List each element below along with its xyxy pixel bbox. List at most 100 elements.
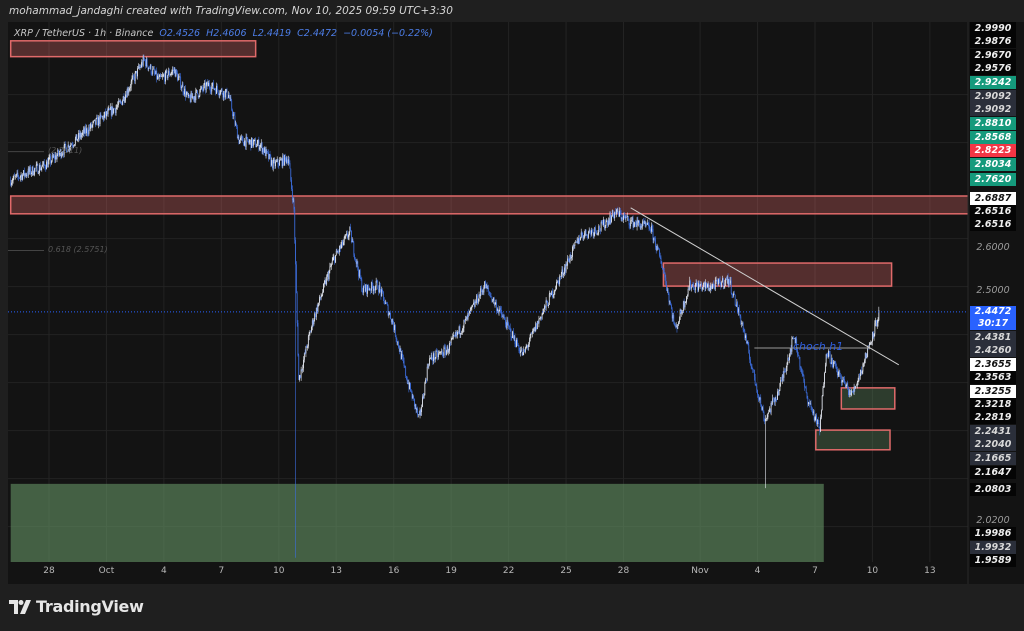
candle-body xyxy=(773,398,774,399)
candle-body xyxy=(15,175,16,177)
candle-body xyxy=(822,387,824,397)
candle-body xyxy=(561,269,563,275)
candle-body xyxy=(275,161,277,167)
candle-body xyxy=(745,335,746,338)
time-tick-label: Nov xyxy=(691,566,709,576)
candle-body xyxy=(244,140,245,146)
candle-body xyxy=(591,230,593,231)
candle-body xyxy=(110,106,111,110)
candle-body xyxy=(681,312,683,314)
candle-body xyxy=(307,336,309,347)
demand-zone xyxy=(10,483,824,562)
candle-body xyxy=(212,82,213,87)
candle-body xyxy=(133,76,135,82)
candle-body xyxy=(829,353,831,363)
candle-body xyxy=(430,358,431,359)
candle-body xyxy=(582,234,584,239)
candle-body xyxy=(345,234,347,237)
candle-body xyxy=(95,118,97,125)
candle-body xyxy=(779,383,781,391)
candle-body xyxy=(189,94,190,98)
candle-body xyxy=(46,161,48,170)
demand-outlined-zone xyxy=(840,387,896,410)
candle-body xyxy=(57,150,59,156)
candle-body xyxy=(603,219,604,226)
candle-body xyxy=(840,375,841,377)
candle-body xyxy=(543,308,545,313)
price-tag-value: 2.6887 xyxy=(974,193,1012,204)
candle-body xyxy=(512,331,514,339)
candle-body xyxy=(783,371,785,378)
candle-body xyxy=(132,75,134,79)
candle-body xyxy=(109,108,111,110)
tradingview-logo[interactable]: TradingView xyxy=(9,597,144,616)
candle-body xyxy=(830,362,832,364)
candle-body xyxy=(535,323,537,332)
candle-body xyxy=(391,319,393,323)
candle-body xyxy=(639,224,641,230)
candle-body xyxy=(655,247,657,251)
candle-body xyxy=(202,89,204,91)
candle-body xyxy=(35,168,36,169)
candle-body xyxy=(645,223,647,225)
time-tick-label: 25 xyxy=(560,566,572,576)
candle-body xyxy=(65,144,67,148)
candle-body xyxy=(870,342,872,344)
candle-body xyxy=(592,230,594,236)
candle-body xyxy=(390,313,391,319)
candle-body xyxy=(594,227,596,233)
candle-body xyxy=(146,59,148,66)
candle-body xyxy=(354,254,356,259)
price-tag-value: 2.3563 xyxy=(974,372,1012,383)
candle-body xyxy=(15,174,17,176)
candle-body xyxy=(74,138,76,145)
candle-body xyxy=(508,326,510,328)
candle-body xyxy=(169,74,171,76)
candle-body xyxy=(727,276,729,285)
candle-body xyxy=(195,90,197,101)
candle-body xyxy=(92,122,94,126)
candle-body xyxy=(375,280,377,287)
candle-body xyxy=(148,67,150,69)
candle-body xyxy=(131,78,133,82)
candle-body xyxy=(281,158,283,167)
candle-body xyxy=(120,101,122,102)
candle-body xyxy=(88,127,90,134)
candle-body xyxy=(611,216,612,222)
candle-body xyxy=(625,217,627,219)
candle-body xyxy=(501,314,503,318)
candle-body xyxy=(118,100,119,106)
candle-body xyxy=(350,227,352,231)
candle-body xyxy=(296,292,298,323)
candle-body xyxy=(714,285,715,289)
candle-body xyxy=(394,325,396,337)
candle-body xyxy=(60,150,62,158)
candle-body xyxy=(303,359,304,369)
candle-body xyxy=(341,240,343,246)
candle-body xyxy=(669,301,671,303)
candle-body xyxy=(660,257,662,264)
candle-body xyxy=(875,320,877,324)
candle-body xyxy=(68,145,70,150)
candle-body xyxy=(863,363,865,365)
candle-body xyxy=(283,155,285,166)
candle-body xyxy=(324,280,326,283)
candle-body xyxy=(509,327,511,330)
candle-body xyxy=(601,222,603,223)
candle-body xyxy=(835,362,837,368)
candle-body xyxy=(362,285,364,293)
candle-body xyxy=(552,295,554,298)
candle-body xyxy=(27,174,28,176)
candle-body xyxy=(811,407,813,409)
candle-body xyxy=(429,358,431,365)
candle-body xyxy=(197,93,199,98)
candle-body xyxy=(510,329,512,338)
candle-body xyxy=(171,71,173,74)
candle-body xyxy=(493,298,495,305)
demand-outlined-zone xyxy=(815,429,891,451)
candle-body xyxy=(90,123,91,129)
time-tick-label: 4 xyxy=(161,566,167,576)
candle-body xyxy=(619,210,621,214)
candle-body xyxy=(867,347,869,357)
